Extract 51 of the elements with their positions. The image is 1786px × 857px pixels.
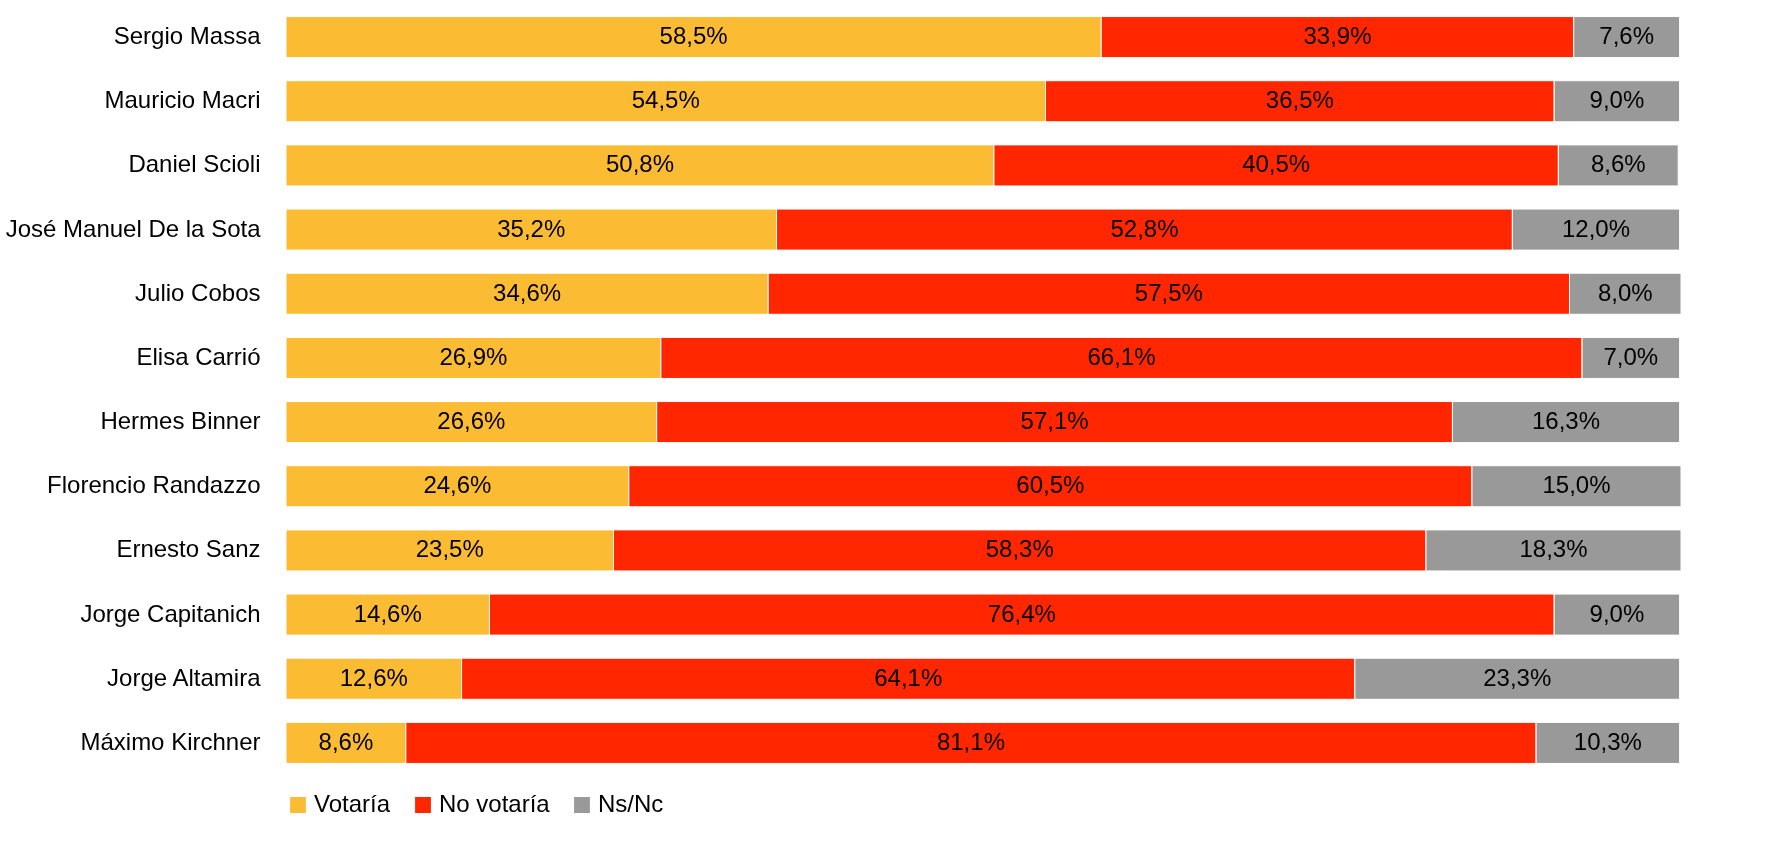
y-tick-label: Daniel Scioli [128,150,261,178]
data-label: 76,4% [987,599,1056,627]
data-label: 23,3% [1483,663,1552,691]
data-label: 18,3% [1519,535,1588,563]
data-label: 52,8% [1110,214,1179,242]
data-label: 50,8% [605,150,675,178]
y-tick-label: Jorge Altamira [107,663,262,691]
data-label: 9,0% [1589,86,1645,114]
data-label: 34,6% [493,278,562,306]
data-label: 24,6% [423,471,492,499]
data-label: 23,5% [415,535,484,563]
y-tick-label: Florencio Randazzo [47,471,261,499]
data-label: 10,3% [1573,727,1642,755]
y-tick-label: Jorge Capitanich [80,599,261,627]
y-tick-label: Sergio Massa [113,22,262,50]
data-label: 8,6% [318,727,374,755]
data-label: 26,6% [437,407,506,435]
data-label: 66,1% [1087,342,1156,370]
data-label: 57,1% [1020,407,1089,435]
data-label: 8,0% [1597,278,1653,306]
data-label: 58,5% [659,22,728,50]
data-label: 81,1% [936,727,1005,755]
data-label: 16,3% [1532,407,1601,435]
data-label: 14,6% [353,599,422,627]
data-label: 40,5% [1242,150,1311,178]
data-label: 33,9% [1303,22,1372,50]
data-label: 12,0% [1561,214,1631,242]
data-label: 8,6% [1590,150,1646,178]
data-label: 7,0% [1603,342,1659,370]
data-label: 12,6% [339,663,408,691]
data-label: 64,1% [874,663,943,691]
data-label: 60,5% [1016,471,1085,499]
legend-label: Votaría [314,790,391,817]
data-label: 58,3% [985,535,1054,563]
data-label: 9,0% [1589,599,1645,627]
data-label: 54,5% [631,86,700,114]
data-label: 26,9% [439,342,508,370]
data-label: 35,2% [497,214,566,242]
y-tick-label: Hermes Binner [100,407,261,435]
data-label: 57,5% [1134,278,1203,306]
data-label: 7,6% [1599,22,1654,50]
y-tick-label: Mauricio Macri [104,86,261,114]
y-tick-label: Máximo Kirchner [80,727,261,755]
y-tick-label: Ernesto Sanz [116,535,261,563]
data-label: 36,5% [1265,86,1334,114]
data-label: 15,0% [1542,471,1611,499]
y-tick-label: José Manuel De la Sota [5,214,262,242]
legend-label: Ns/Nc [598,790,664,817]
y-tick-label: Elisa Carrió [136,342,261,370]
legend-label: No votaría [439,790,551,817]
y-tick-label: Julio Cobos [135,278,261,306]
